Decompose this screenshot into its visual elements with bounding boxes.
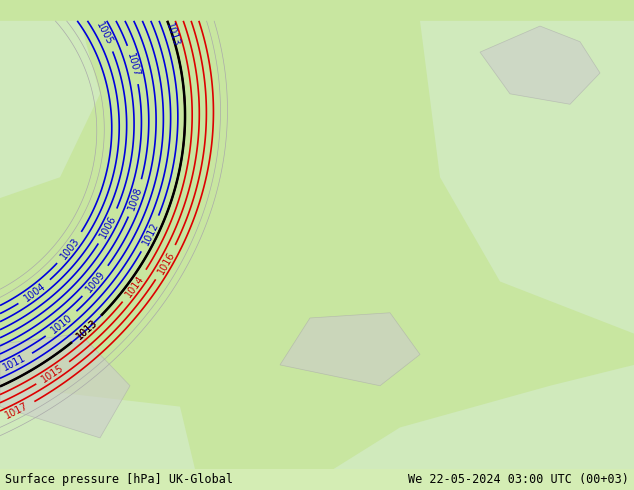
Text: 1009: 1009 — [84, 269, 107, 294]
Text: 1008: 1008 — [127, 185, 145, 211]
Text: 1013: 1013 — [75, 318, 100, 341]
Polygon shape — [0, 21, 100, 198]
Bar — [0, 469, 634, 490]
Text: We 22-05-2024 03:00 UTC (00+03): We 22-05-2024 03:00 UTC (00+03) — [408, 473, 629, 486]
Text: 1017: 1017 — [4, 401, 30, 421]
Text: 1007: 1007 — [126, 51, 142, 78]
Text: 1010: 1010 — [49, 313, 74, 336]
Text: 1006: 1006 — [98, 213, 119, 240]
Text: 1013: 1013 — [75, 318, 100, 341]
Text: 1012: 1012 — [141, 220, 160, 247]
Text: 1011: 1011 — [2, 353, 28, 373]
Text: 1015: 1015 — [40, 362, 66, 384]
Text: 1003: 1003 — [58, 235, 81, 261]
Polygon shape — [480, 26, 600, 104]
Text: Surface pressure [hPa] UK-Global: Surface pressure [hPa] UK-Global — [5, 473, 233, 486]
Text: 1016: 1016 — [155, 249, 176, 275]
Polygon shape — [420, 21, 634, 334]
Text: 1004: 1004 — [22, 281, 48, 304]
Text: 1005: 1005 — [94, 20, 115, 47]
Text: 1013: 1013 — [164, 22, 181, 48]
Polygon shape — [0, 21, 634, 490]
Polygon shape — [0, 386, 200, 490]
Polygon shape — [0, 334, 130, 438]
Polygon shape — [280, 313, 420, 386]
Text: 1014: 1014 — [124, 273, 146, 299]
Polygon shape — [300, 365, 634, 490]
